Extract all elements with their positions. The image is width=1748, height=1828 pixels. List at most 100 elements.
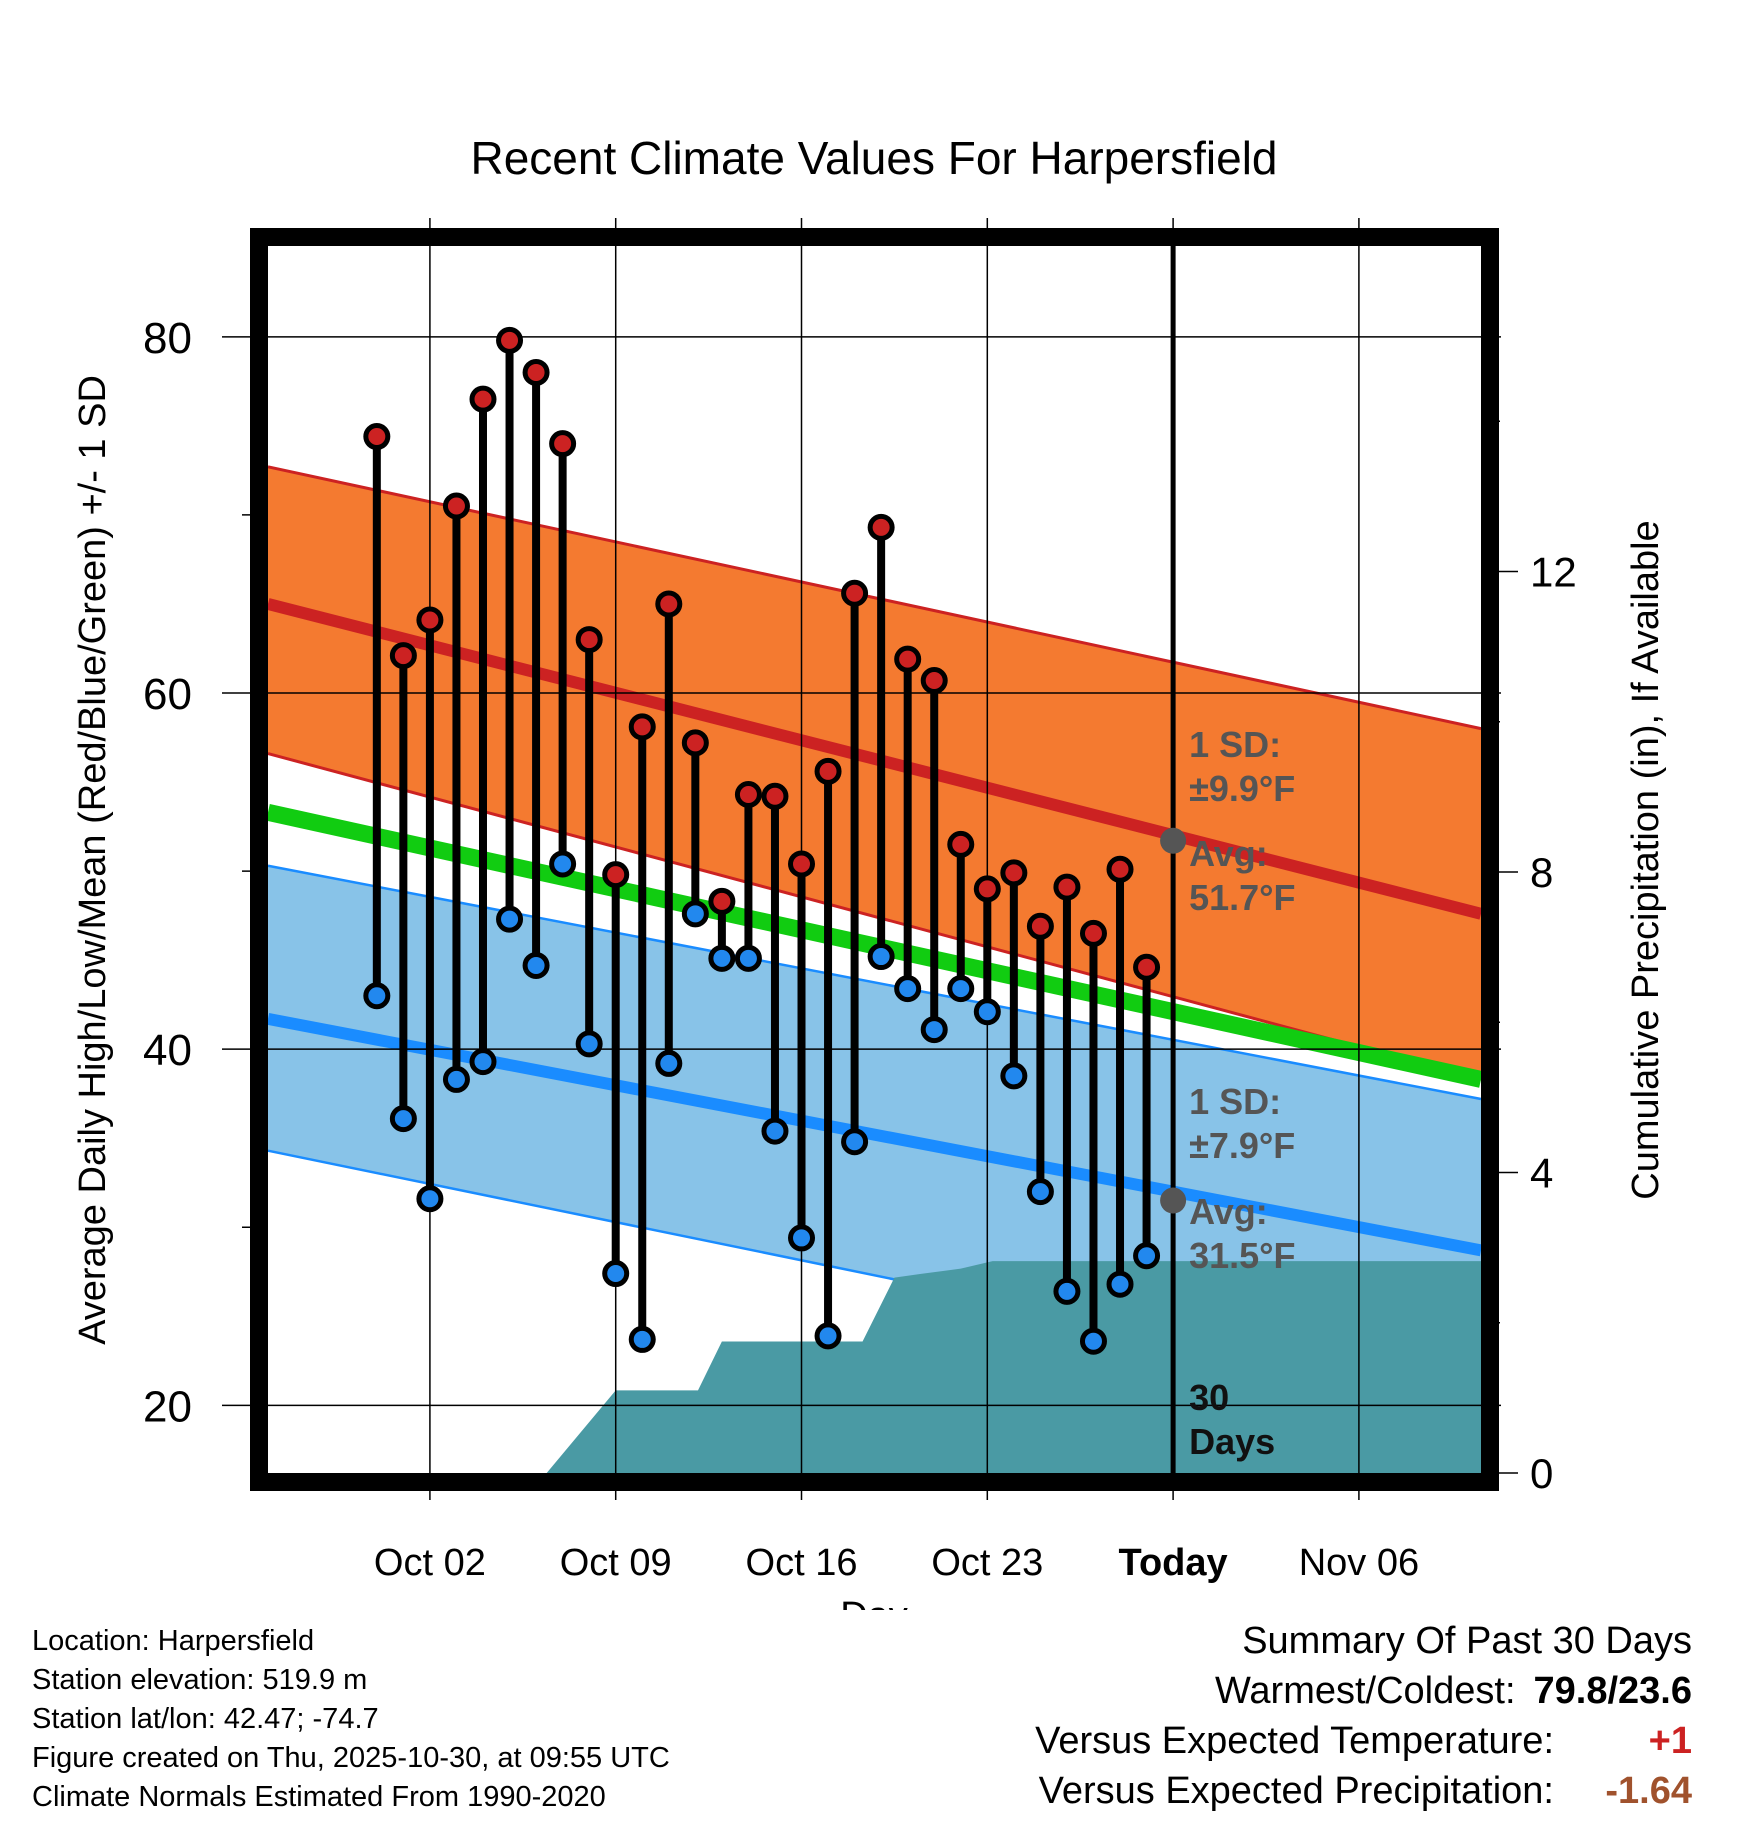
low-point	[973, 998, 1001, 1026]
y2-tick-label: 8	[1530, 849, 1553, 896]
low-point	[947, 975, 975, 1003]
high-point	[734, 780, 762, 808]
high-point	[602, 861, 630, 889]
normals-text: Climate Normals Estimated From 1990-2020	[32, 1781, 606, 1813]
high-sd-lower-edge	[267, 752, 1482, 1081]
x-tick-label: Today	[1119, 1542, 1228, 1584]
high-point	[655, 590, 683, 618]
low-sd-label: 1 SD:	[1189, 1081, 1281, 1122]
high-point	[575, 626, 603, 654]
high-point	[894, 645, 922, 673]
high-sd-upper-edge	[267, 465, 1482, 731]
summary-heading: Summary Of Past 30 Days	[1242, 1620, 1692, 1662]
y2-tick-label: 0	[1530, 1450, 1553, 1497]
high-point	[389, 642, 417, 670]
high-sd-band	[268, 466, 1481, 1080]
x-axis-label: Day	[840, 1595, 908, 1610]
high-point	[442, 492, 470, 520]
low-point	[841, 1128, 869, 1156]
plot-frame	[250, 228, 1499, 1491]
high-point	[788, 850, 816, 878]
high-point	[761, 782, 789, 810]
precip-label: Versus Expected Precipitation:	[1038, 1770, 1554, 1812]
low-point	[602, 1260, 630, 1288]
low-point	[496, 905, 524, 933]
low-point	[416, 1185, 444, 1213]
x-tick-label: Nov 06	[1299, 1542, 1419, 1584]
precip-value: -1.64	[1605, 1770, 1692, 1812]
high-point	[522, 358, 550, 386]
high-point	[681, 729, 709, 757]
latlon-text: Station lat/lon: 42.47; -74.7	[32, 1703, 379, 1735]
low-point	[920, 1016, 948, 1044]
low-point	[1000, 1062, 1028, 1090]
x-tick-label: Oct 23	[931, 1542, 1043, 1584]
high-point	[814, 757, 842, 785]
precip-area	[268, 1261, 1481, 1473]
high-avg-label: Avg:	[1189, 833, 1268, 874]
low-point	[761, 1117, 789, 1145]
y2-tick-label: 4	[1530, 1150, 1553, 1197]
x-tick-label: Oct 09	[560, 1542, 672, 1584]
high-point	[1000, 859, 1028, 887]
high-point	[1133, 953, 1161, 981]
high-point	[628, 713, 656, 741]
high-point	[1053, 873, 1081, 901]
high-point	[363, 423, 391, 451]
summary-panel: Summary Of Past 30 Days Warmest/Coldest:…	[1035, 1616, 1692, 1816]
x-tick-label: Oct 16	[746, 1542, 858, 1584]
low-point	[788, 1224, 816, 1252]
high-point	[549, 430, 577, 458]
high-point	[947, 830, 975, 858]
low-point	[734, 944, 762, 972]
y-tick-label: 80	[143, 314, 192, 363]
low-point	[1026, 1178, 1054, 1206]
low-sd-upper-edge	[267, 864, 1482, 1101]
low-point	[575, 1030, 603, 1058]
low-sd-value: ±7.9°F	[1189, 1125, 1295, 1166]
y-tick-label: 20	[143, 1382, 192, 1431]
high-point	[708, 887, 736, 915]
high-point	[1079, 919, 1107, 947]
low-point	[1079, 1327, 1107, 1355]
low-avg-label: Avg:	[1189, 1191, 1268, 1232]
high-point	[496, 326, 524, 354]
high-avg-value: 51.7°F	[1189, 877, 1295, 918]
high-point	[867, 513, 895, 541]
low-point	[1106, 1270, 1134, 1298]
summary-precip-row: Versus Expected Precipitation: -1.64	[1035, 1766, 1692, 1816]
low-avg-value: 31.5°F	[1189, 1235, 1295, 1276]
high-point	[1106, 855, 1134, 883]
y-tick-label: 40	[143, 1026, 192, 1075]
temp-label: Versus Expected Temperature:	[1035, 1720, 1554, 1762]
low-point	[522, 951, 550, 979]
low-point	[894, 975, 922, 1003]
period-number: 30	[1189, 1377, 1229, 1418]
summary-warm-cold-row: Warmest/Coldest: 79.8/23.6	[1035, 1666, 1692, 1716]
low-point	[469, 1048, 497, 1076]
high-point	[920, 667, 948, 695]
low-point	[549, 850, 577, 878]
temp-value: +1	[1648, 1720, 1692, 1762]
summary-temp-row: Versus Expected Temperature: +1	[1035, 1716, 1692, 1766]
high-sd-value: ±9.9°F	[1189, 768, 1295, 809]
high-normal-line	[266, 598, 1483, 920]
chart-title: Recent Climate Values For Harpersfield	[470, 132, 1277, 184]
high-point	[841, 579, 869, 607]
high-point	[416, 606, 444, 634]
today-low-normal-marker	[1160, 1187, 1187, 1214]
low-point	[655, 1049, 683, 1077]
warm-cold-value: 79.8/23.6	[1533, 1670, 1692, 1712]
y2-tick-label: 12	[1530, 549, 1577, 596]
elevation-text: Station elevation: 519.9 m	[32, 1664, 368, 1696]
period-unit: Days	[1189, 1421, 1275, 1462]
low-point	[681, 900, 709, 928]
climate-chart: Recent Climate Values For Harpersfield Da…	[72, 132, 1667, 1610]
low-point	[442, 1065, 470, 1093]
y-tick-label: 60	[143, 670, 192, 719]
low-point	[708, 944, 736, 972]
high-sd-label: 1 SD:	[1189, 724, 1281, 765]
y2-axis-label: Cumulative Precipitation (in), If Availa…	[1625, 520, 1667, 1199]
low-point	[867, 943, 895, 971]
low-point	[628, 1325, 656, 1353]
